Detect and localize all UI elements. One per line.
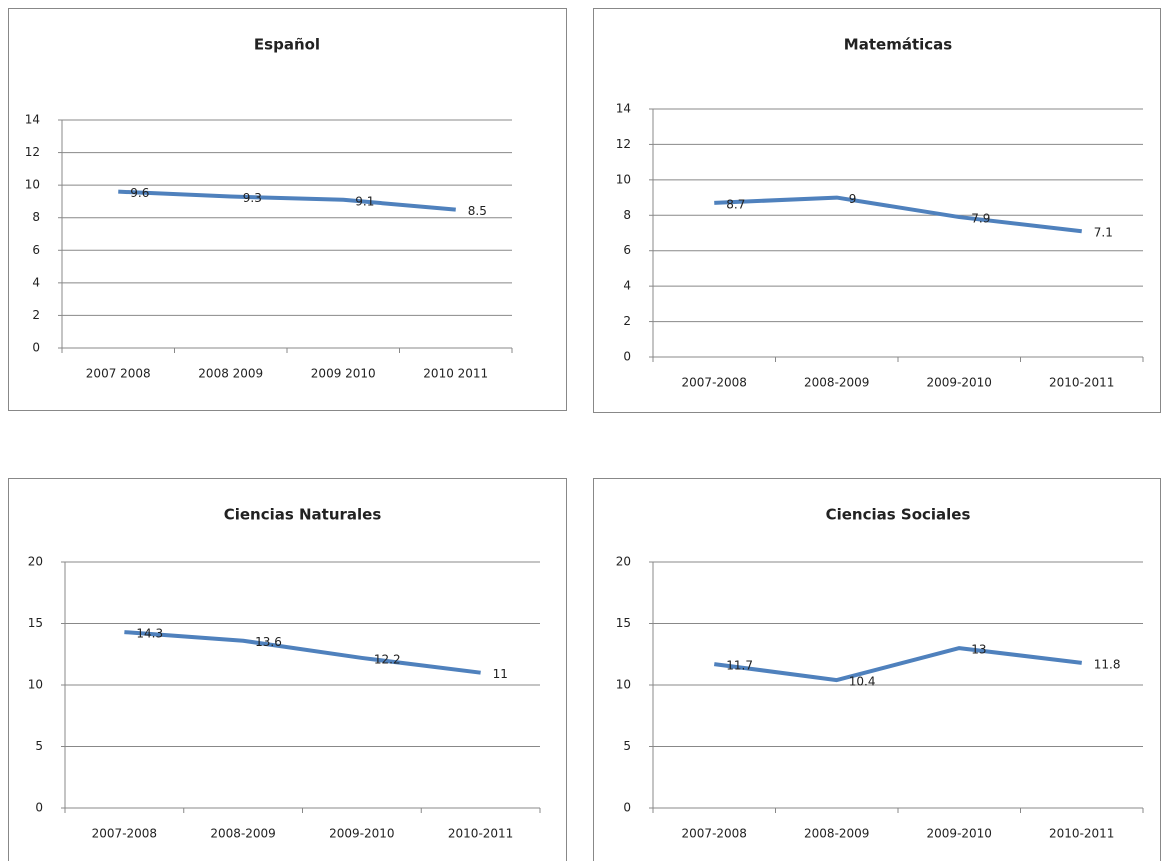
y-tick-label: 20 — [616, 555, 631, 569]
data-line — [714, 195, 1082, 234]
data-label: 14.3 — [136, 627, 163, 641]
data-line — [713, 646, 1082, 683]
y-tick-label: 6 — [32, 243, 40, 257]
y-tick-label: 8 — [32, 210, 40, 224]
y-tick-label: 4 — [32, 275, 40, 289]
x-tick-label: 2008-2009 — [210, 827, 275, 841]
x-tick-label: 2009 2010 — [311, 367, 376, 381]
x-tick-label: 2009-2010 — [329, 827, 394, 841]
x-tick-label: 2007-2008 — [682, 376, 747, 390]
x-tick-label: 2008-2009 — [804, 827, 869, 841]
y-tick-label: 8 — [623, 208, 631, 222]
x-tick-label: 2010 2011 — [423, 367, 488, 381]
chart-frame — [593, 8, 1161, 413]
y-tick-label: 0 — [623, 801, 631, 815]
y-tick-label: 0 — [35, 801, 43, 815]
data-label: 13 — [971, 643, 986, 657]
data-label: 7.9 — [971, 212, 990, 226]
chart-frame — [8, 8, 567, 411]
y-tick-label: 10 — [28, 678, 43, 692]
data-label: 8.5 — [468, 204, 487, 218]
x-tick-label: 2010-2011 — [1049, 827, 1114, 841]
y-tick-label: 5 — [35, 739, 43, 753]
y-tick-label: 10 — [25, 178, 40, 192]
y-tick-label: 12 — [25, 145, 40, 159]
data-label: 13.6 — [255, 635, 282, 649]
y-tick-label: 15 — [28, 616, 43, 630]
x-tick-label: 2009-2010 — [927, 376, 992, 390]
y-tick-label: 2 — [623, 314, 631, 328]
y-tick-label: 6 — [623, 243, 631, 257]
data-label: 9.3 — [243, 191, 262, 205]
data-label: 11.8 — [1094, 657, 1121, 671]
x-tick-label: 2010-2011 — [1049, 376, 1114, 390]
chart-title: Matemáticas — [844, 36, 952, 54]
data-line — [118, 189, 456, 212]
x-tick-label: 2007-2008 — [682, 827, 747, 841]
y-tick-label: 10 — [616, 172, 631, 186]
y-tick-label: 10 — [616, 678, 631, 692]
data-label: 9 — [849, 192, 857, 206]
y-tick-label: 14 — [616, 102, 631, 116]
y-tick-label: 4 — [623, 279, 631, 293]
y-tick-label: 12 — [616, 137, 631, 151]
y-tick-label: 14 — [25, 113, 40, 127]
data-label: 7.1 — [1094, 226, 1113, 240]
x-tick-label: 2007-2008 — [92, 827, 157, 841]
chart-title: Ciencias Naturales — [224, 506, 382, 524]
data-label: 11.7 — [726, 659, 753, 673]
y-tick-label: 5 — [623, 739, 631, 753]
data-label: 10.4 — [849, 675, 876, 689]
data-label: 11 — [493, 667, 508, 681]
data-label: 9.6 — [130, 186, 149, 200]
data-line — [124, 630, 481, 675]
data-label: 9.1 — [355, 194, 374, 208]
y-tick-label: 20 — [28, 555, 43, 569]
x-tick-label: 2009-2010 — [927, 827, 992, 841]
chart-title: Ciencias Sociales — [826, 506, 971, 524]
data-label: 12.2 — [374, 652, 401, 666]
x-tick-label: 2008-2009 — [804, 376, 869, 390]
y-tick-label: 0 — [32, 341, 40, 355]
chart-title: Español — [254, 36, 320, 54]
data-label: 8.7 — [726, 197, 745, 211]
x-tick-label: 2010-2011 — [448, 827, 513, 841]
y-tick-label: 2 — [32, 308, 40, 322]
x-tick-label: 2007 2008 — [86, 367, 151, 381]
chart-frame — [8, 478, 567, 861]
y-tick-label: 0 — [623, 350, 631, 364]
y-tick-label: 15 — [616, 616, 631, 630]
x-tick-label: 2008 2009 — [198, 367, 263, 381]
